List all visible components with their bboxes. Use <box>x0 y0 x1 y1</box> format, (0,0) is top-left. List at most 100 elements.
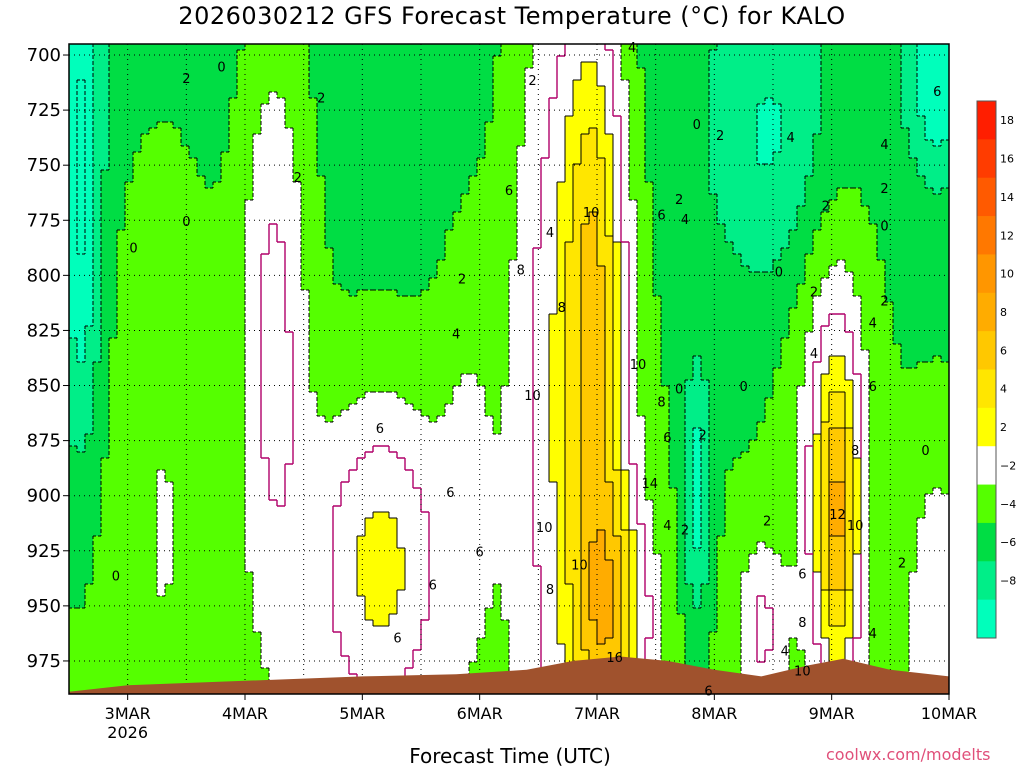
temperature-cell <box>429 188 438 195</box>
temperature-cell <box>589 272 598 279</box>
temperature-cell <box>941 278 949 285</box>
temperature-cell <box>181 284 190 291</box>
temperature-cell <box>613 296 622 303</box>
temperature-cell <box>157 284 166 291</box>
temperature-cell <box>533 74 542 81</box>
temperature-cell <box>221 308 230 315</box>
temperature-cell <box>701 110 710 117</box>
temperature-cell <box>165 266 174 273</box>
temperature-cell <box>573 182 582 189</box>
temperature-cell <box>365 260 374 267</box>
temperature-cell <box>789 140 798 147</box>
temperature-cell <box>933 140 942 147</box>
temperature-cell <box>253 128 262 135</box>
temperature-cell <box>397 128 406 135</box>
temperature-cell <box>861 278 870 285</box>
temperature-cell <box>789 308 798 315</box>
temperature-cell <box>221 182 230 189</box>
temperature-cell <box>621 158 630 165</box>
temperature-cell <box>893 152 902 159</box>
temperature-cell <box>253 308 262 315</box>
temperature-cell <box>693 242 702 249</box>
temperature-cell <box>917 182 926 189</box>
temperature-cell <box>165 290 174 297</box>
temperature-cell <box>557 134 566 141</box>
temperature-cell <box>565 92 574 99</box>
temperature-cell <box>829 242 838 249</box>
temperature-cell <box>269 56 278 63</box>
temperature-cell <box>725 254 734 261</box>
temperature-cell <box>389 74 398 81</box>
temperature-cell <box>893 308 902 315</box>
temperature-cell <box>509 242 518 249</box>
temperature-cell <box>461 140 470 147</box>
temperature-cell <box>781 188 790 195</box>
temperature-cell <box>245 62 254 69</box>
temperature-cell <box>237 44 246 51</box>
temperature-cell <box>869 188 878 195</box>
temperature-cell <box>485 122 494 129</box>
temperature-cell <box>413 218 422 225</box>
temperature-cell <box>861 104 870 111</box>
temperature-cell <box>101 194 110 201</box>
temperature-cell <box>277 146 286 153</box>
temperature-cell <box>533 248 542 255</box>
temperature-cell <box>109 56 118 63</box>
temperature-cell <box>333 212 342 219</box>
temperature-cell <box>485 170 494 177</box>
temperature-cell <box>213 104 222 111</box>
temperature-cell <box>589 128 598 135</box>
temperature-cell <box>677 176 686 183</box>
temperature-cell <box>645 194 654 201</box>
temperature-cell <box>677 164 686 171</box>
temperature-cell <box>853 308 862 315</box>
temperature-cell <box>685 140 694 147</box>
temperature-cell <box>125 152 134 159</box>
temperature-cell <box>877 290 886 297</box>
temperature-cell <box>461 122 470 129</box>
temperature-cell <box>757 68 766 75</box>
temperature-cell <box>621 266 630 273</box>
temperature-cell <box>797 92 806 99</box>
temperature-cell <box>941 80 949 87</box>
temperature-cell <box>829 44 838 51</box>
temperature-cell <box>597 122 606 129</box>
temperature-cell <box>413 62 422 69</box>
temperature-cell <box>317 116 326 123</box>
temperature-cell <box>357 224 366 231</box>
temperature-cell <box>869 50 878 57</box>
temperature-cell <box>933 266 942 273</box>
temperature-cell <box>141 278 150 285</box>
temperature-cell <box>325 212 334 219</box>
temperature-cell <box>685 80 694 87</box>
temperature-cell <box>877 104 886 111</box>
temperature-cell <box>405 236 414 243</box>
temperature-cell <box>149 194 158 201</box>
temperature-cell <box>837 212 846 219</box>
temperature-cell <box>677 200 686 207</box>
temperature-cell <box>365 104 374 111</box>
temperature-cell <box>213 164 222 171</box>
temperature-cell <box>629 98 638 105</box>
temperature-cell <box>437 266 446 273</box>
temperature-cell <box>245 134 254 141</box>
temperature-cell <box>717 56 726 63</box>
temperature-cell <box>789 194 798 201</box>
temperature-cell <box>389 44 398 51</box>
temperature-cell <box>181 104 190 111</box>
temperature-cell <box>389 212 398 219</box>
temperature-cell <box>165 116 174 123</box>
temperature-cell <box>853 152 862 159</box>
temperature-cell <box>205 68 214 75</box>
temperature-cell <box>605 146 614 153</box>
temperature-cell <box>165 254 174 261</box>
temperature-cell <box>725 296 734 303</box>
temperature-cell <box>173 194 182 201</box>
temperature-cell <box>605 98 614 105</box>
temperature-cell <box>165 176 174 183</box>
temperature-cell <box>485 254 494 261</box>
temperature-cell <box>77 104 86 111</box>
temperature-cell <box>517 128 526 135</box>
temperature-cell <box>877 98 886 105</box>
temperature-cell <box>533 176 542 183</box>
